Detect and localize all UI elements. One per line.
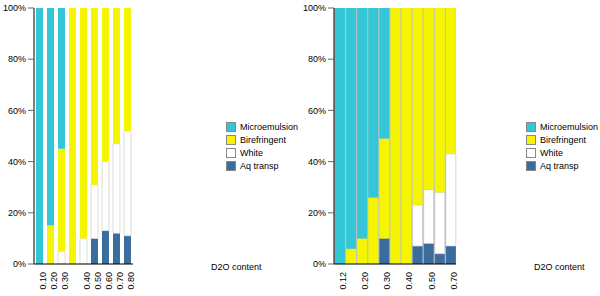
svg-text:0.20: 0.20: [360, 272, 370, 290]
html-text:D2O content: D2O content: [211, 262, 262, 272]
svg-text:100%: 100%: [303, 3, 326, 13]
svg-text:80%: 80%: [308, 54, 326, 64]
html-text:Microemulsion: Microemulsion: [240, 122, 298, 132]
html-text:Aq transp: Aq transp: [240, 161, 279, 171]
svg-text:0.80: 0.80: [126, 272, 136, 290]
svg-text:0%: 0%: [313, 259, 326, 269]
svg-text:0.40: 0.40: [82, 272, 92, 290]
svg-text:60%: 60%: [308, 106, 326, 116]
html-text:Microemulsion: Microemulsion: [540, 122, 598, 132]
html-text:Birefringent: Birefringent: [540, 135, 586, 145]
svg-text:0.30: 0.30: [60, 272, 70, 290]
svg-text:0.70: 0.70: [449, 272, 459, 290]
svg-text:0.60: 0.60: [104, 272, 114, 290]
html-text:Aq transp: Aq transp: [540, 161, 579, 171]
svg-text:0.70: 0.70: [115, 272, 125, 290]
svg-text:20%: 20%: [8, 208, 26, 218]
svg-text:80%: 80%: [8, 54, 26, 64]
svg-text:0.40: 0.40: [404, 272, 414, 290]
html-text:White: White: [240, 148, 263, 158]
html-text:D2O content: D2O content: [534, 262, 585, 272]
svg-text:0.50: 0.50: [93, 272, 103, 290]
svg-text:0.20: 0.20: [49, 272, 59, 290]
svg-text:0.12: 0.12: [338, 272, 348, 290]
svg-text:0.10: 0.10: [38, 272, 48, 290]
html-text:White: White: [540, 148, 563, 158]
svg-text:60%: 60%: [8, 106, 26, 116]
svg-text:100%: 100%: [8, 3, 26, 13]
svg-text:0%: 0%: [13, 259, 26, 269]
svg-text:0.30: 0.30: [382, 272, 392, 290]
html-text:Birefringent: Birefringent: [240, 135, 286, 145]
svg-text:20%: 20%: [308, 208, 326, 218]
svg-text:40%: 40%: [308, 157, 326, 167]
svg-text:0.50: 0.50: [427, 272, 437, 290]
svg-text:40%: 40%: [8, 157, 26, 167]
